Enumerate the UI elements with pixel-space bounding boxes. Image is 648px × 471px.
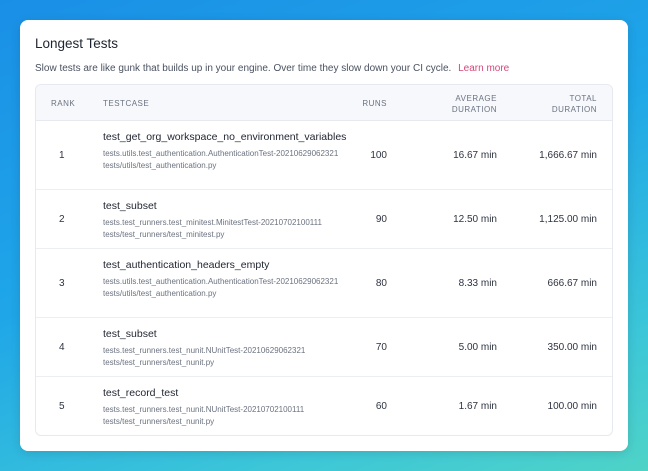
testcase-class: tests.test_runners.test_nunit.NUnitTest-…	[103, 346, 306, 355]
total-duration-cell: 666.67 min	[547, 278, 597, 289]
rank-cell: 2	[59, 214, 65, 225]
testcase-file: tests/utils/test_authentication.py	[103, 161, 217, 170]
table-row: 5 test_record_test tests.test_runners.te…	[36, 377, 612, 435]
total-duration-cell: 1,125.00 min	[539, 214, 597, 225]
testcase-cell: test_authentication_headers_empty tests.…	[103, 259, 343, 299]
longest-tests-card: Longest Tests Slow tests are like gunk t…	[20, 20, 628, 451]
table-row: 4 test_subset tests.test_runners.test_nu…	[36, 318, 612, 377]
rank-cell: 1	[59, 150, 65, 161]
runs-cell: 100	[370, 150, 387, 161]
total-duration-cell: 1,666.67 min	[539, 150, 597, 161]
testcase-class: tests.utils.test_authentication.Authenti…	[103, 149, 339, 158]
rank-cell: 5	[59, 401, 65, 412]
longest-tests-table: RANK TESTCASE RUNS AVERAGE DURATION TOTA…	[35, 84, 613, 436]
testcase-class: tests.utils.test_authentication.Authenti…	[103, 277, 339, 286]
header-avg-line2: DURATION	[451, 105, 497, 114]
learn-more-link[interactable]: Learn more	[458, 63, 510, 74]
rank-cell: 3	[59, 278, 65, 289]
header-total-duration: TOTAL DURATION	[536, 93, 597, 115]
subtitle-text: Slow tests are like gunk that builds up …	[35, 63, 452, 74]
header-runs: RUNS	[362, 99, 387, 108]
total-duration-cell: 350.00 min	[547, 342, 597, 353]
total-duration-cell: 100.00 min	[547, 401, 597, 412]
average-duration-cell: 8.33 min	[458, 278, 497, 289]
testcase-cell: test_record_test tests.test_runners.test…	[103, 387, 343, 427]
header-rank: RANK	[51, 99, 76, 108]
runs-cell: 60	[375, 401, 387, 412]
table-header: RANK TESTCASE RUNS AVERAGE DURATION TOTA…	[36, 85, 612, 121]
testcase-cell: test_subset tests.test_runners.test_nuni…	[103, 328, 343, 368]
header-total-line1: TOTAL	[569, 94, 597, 103]
testcase-class: tests.test_runners.test_minitest.Minites…	[103, 218, 322, 227]
header-testcase: TESTCASE	[103, 99, 150, 108]
average-duration-cell: 1.67 min	[458, 401, 497, 412]
average-duration-cell: 5.00 min	[458, 342, 497, 353]
table-row: 3 test_authentication_headers_empty test…	[36, 249, 612, 318]
runs-cell: 90	[375, 214, 387, 225]
testcase-name: test_get_org_workspace_no_environment_va…	[103, 131, 347, 143]
runs-cell: 80	[375, 278, 387, 289]
runs-cell: 70	[375, 342, 387, 353]
testcase-file: tests/test_runners/test_minitest.py	[103, 230, 225, 239]
testcase-cell: test_subset tests.test_runners.test_mini…	[103, 200, 343, 240]
header-avg-line1: AVERAGE	[455, 94, 497, 103]
card-subtitle: Slow tests are like gunk that builds up …	[35, 63, 509, 74]
testcase-file: tests/test_runners/test_nunit.py	[103, 417, 215, 426]
testcase-file: tests/utils/test_authentication.py	[103, 289, 217, 298]
header-total-line2: DURATION	[551, 105, 597, 114]
testcase-name: test_authentication_headers_empty	[103, 259, 270, 271]
testcase-name: test_record_test	[103, 387, 179, 399]
testcase-cell: test_get_org_workspace_no_environment_va…	[103, 131, 347, 171]
rank-cell: 4	[59, 342, 65, 353]
card-title: Longest Tests	[35, 36, 119, 51]
average-duration-cell: 12.50 min	[453, 214, 497, 225]
average-duration-cell: 16.67 min	[453, 150, 497, 161]
header-average-duration: AVERAGE DURATION	[436, 93, 497, 115]
testcase-class: tests.test_runners.test_nunit.NUnitTest-…	[103, 405, 305, 414]
table-row: 2 test_subset tests.test_runners.test_mi…	[36, 190, 612, 249]
testcase-name: test_subset	[103, 328, 157, 340]
testcase-file: tests/test_runners/test_nunit.py	[103, 358, 215, 367]
testcase-name: test_subset	[103, 200, 157, 212]
table-row: 1 test_get_org_workspace_no_environment_…	[36, 121, 612, 190]
